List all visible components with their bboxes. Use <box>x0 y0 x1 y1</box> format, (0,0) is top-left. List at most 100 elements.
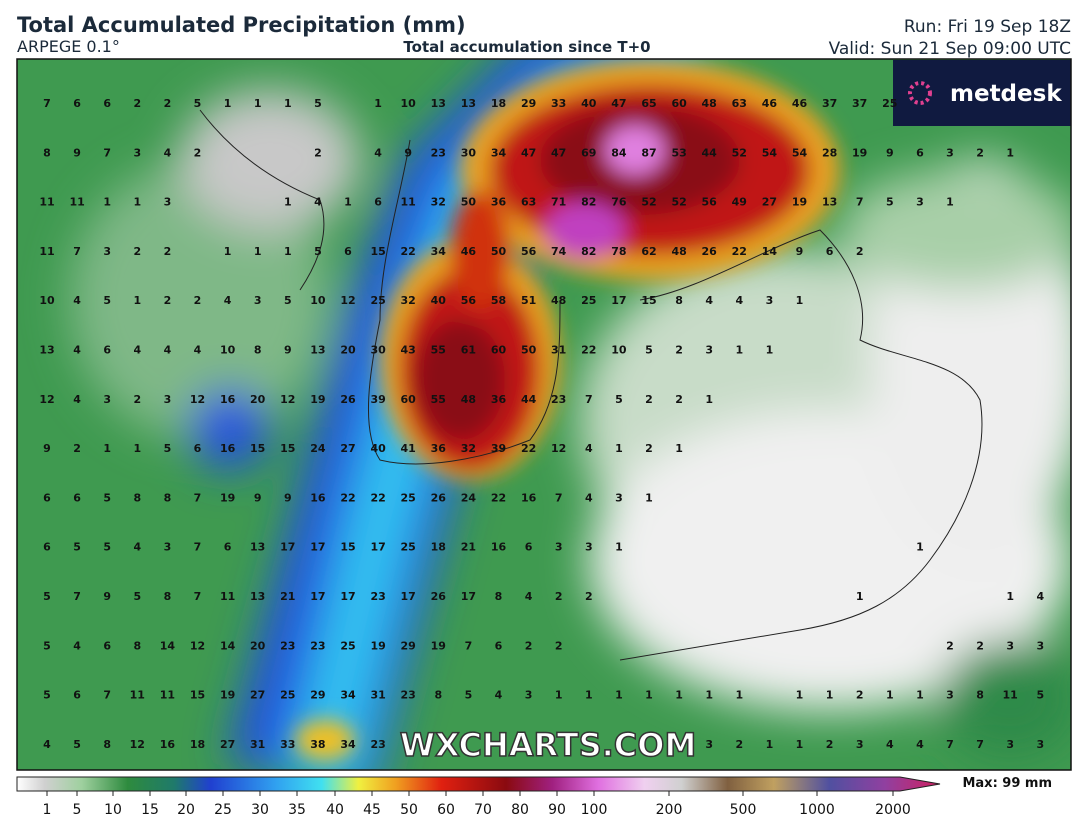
grid-value: 52 <box>671 196 686 209</box>
grid-value: 50 <box>521 344 537 357</box>
grid-value: 1 <box>284 97 292 110</box>
grid-value: 23 <box>280 639 295 652</box>
grid-value: 47 <box>551 146 566 159</box>
grid-value: 29 <box>401 639 416 652</box>
grid-value: 65 <box>641 97 656 110</box>
max-label: Max: 99 mm <box>962 776 1052 791</box>
grid-value: 7 <box>555 491 563 504</box>
grid-value: 5 <box>284 294 292 307</box>
grid-value: 19 <box>431 639 446 652</box>
grid-value: 51 <box>521 294 536 307</box>
colorbar-label: 35 <box>288 802 306 818</box>
grid-value: 3 <box>1036 738 1044 751</box>
grid-value: 2 <box>856 689 864 702</box>
grid-value: 25 <box>401 541 416 554</box>
grid-value: 5 <box>1036 689 1044 702</box>
grid-value: 6 <box>826 245 834 258</box>
grid-value: 3 <box>916 196 924 209</box>
grid-value: 41 <box>401 442 416 455</box>
grid-value: 23 <box>370 738 385 751</box>
grid-value: 25 <box>370 294 385 307</box>
grid-value: 5 <box>43 639 51 652</box>
grid-value: 36 <box>491 393 507 406</box>
grid-value: 3 <box>1036 639 1044 652</box>
grid-value: 4 <box>525 590 533 603</box>
grid-value: 2 <box>976 146 984 159</box>
logo-box <box>893 60 1071 126</box>
grid-value: 4 <box>164 146 172 159</box>
grid-value: 26 <box>431 491 447 504</box>
grid-value: 4 <box>224 294 232 307</box>
grid-value: 8 <box>43 146 51 159</box>
grid-value: 6 <box>73 491 81 504</box>
grid-value: 9 <box>796 245 804 258</box>
grid-value: 1 <box>645 689 653 702</box>
grid-value: 55 <box>431 393 446 406</box>
grid-value: 5 <box>465 689 473 702</box>
grid-value: 4 <box>735 294 743 307</box>
grid-value: 9 <box>284 491 292 504</box>
colorbar-label: 30 <box>251 802 269 818</box>
grid-value: 19 <box>370 639 385 652</box>
grid-value: 3 <box>585 541 593 554</box>
grid-value: 6 <box>103 639 111 652</box>
grid-value: 3 <box>164 196 172 209</box>
grid-value: 32 <box>431 196 446 209</box>
grid-value: 1 <box>796 294 804 307</box>
grid-value: 1 <box>645 491 653 504</box>
colorbar-label: 200 <box>656 802 683 818</box>
grid-value: 34 <box>431 245 447 258</box>
grid-value: 19 <box>852 146 867 159</box>
grid-value: 6 <box>916 146 924 159</box>
grid-value: 15 <box>370 245 385 258</box>
grid-value: 61 <box>461 344 476 357</box>
grid-value: 20 <box>340 344 356 357</box>
grid-value: 13 <box>431 97 446 110</box>
grid-value: 17 <box>370 541 385 554</box>
grid-value: 36 <box>431 442 447 455</box>
grid-value: 11 <box>39 245 54 258</box>
grid-value: 48 <box>702 97 717 110</box>
colorbar-label: 70 <box>474 802 492 818</box>
grid-value: 40 <box>581 97 597 110</box>
grid-value: 44 <box>702 146 718 159</box>
grid-value: 23 <box>401 689 416 702</box>
grid-value: 3 <box>705 344 713 357</box>
grid-value: 1 <box>886 689 894 702</box>
grid-value: 52 <box>732 146 747 159</box>
grid-value: 27 <box>220 738 235 751</box>
grid-value: 55 <box>431 344 446 357</box>
grid-value: 5 <box>886 196 894 209</box>
grid-value: 2 <box>133 245 141 258</box>
colorbar-label: 500 <box>730 802 757 818</box>
grid-value: 84 <box>611 146 627 159</box>
grid-value: 22 <box>732 245 747 258</box>
grid-value: 25 <box>280 689 295 702</box>
grid-value: 4 <box>43 738 51 751</box>
grid-value: 10 <box>310 294 326 307</box>
grid-value: 7 <box>585 393 593 406</box>
grid-value: 1 <box>133 294 141 307</box>
grid-value: 63 <box>732 97 747 110</box>
grid-value: 8 <box>133 639 141 652</box>
grid-value: 46 <box>792 97 808 110</box>
grid-value: 7 <box>103 146 111 159</box>
grid-value: 3 <box>164 393 172 406</box>
grid-value: 40 <box>431 294 447 307</box>
grid-value: 1 <box>766 344 774 357</box>
grid-value: 12 <box>130 738 145 751</box>
grid-value: 4 <box>133 344 141 357</box>
run-time: Run: Fri 19 Sep 18Z <box>904 17 1071 37</box>
grid-value: 33 <box>280 738 295 751</box>
subtitle: Total accumulation since T+0 <box>403 38 650 56</box>
grid-value: 27 <box>762 196 777 209</box>
grid-value: 1 <box>133 442 141 455</box>
grid-value: 12 <box>39 393 54 406</box>
grid-value: 3 <box>254 294 262 307</box>
grid-value: 2 <box>856 245 864 258</box>
grid-value: 11 <box>160 689 175 702</box>
grid-value: 25 <box>401 491 416 504</box>
grid-value: 4 <box>1036 590 1044 603</box>
grid-value: 34 <box>340 689 356 702</box>
